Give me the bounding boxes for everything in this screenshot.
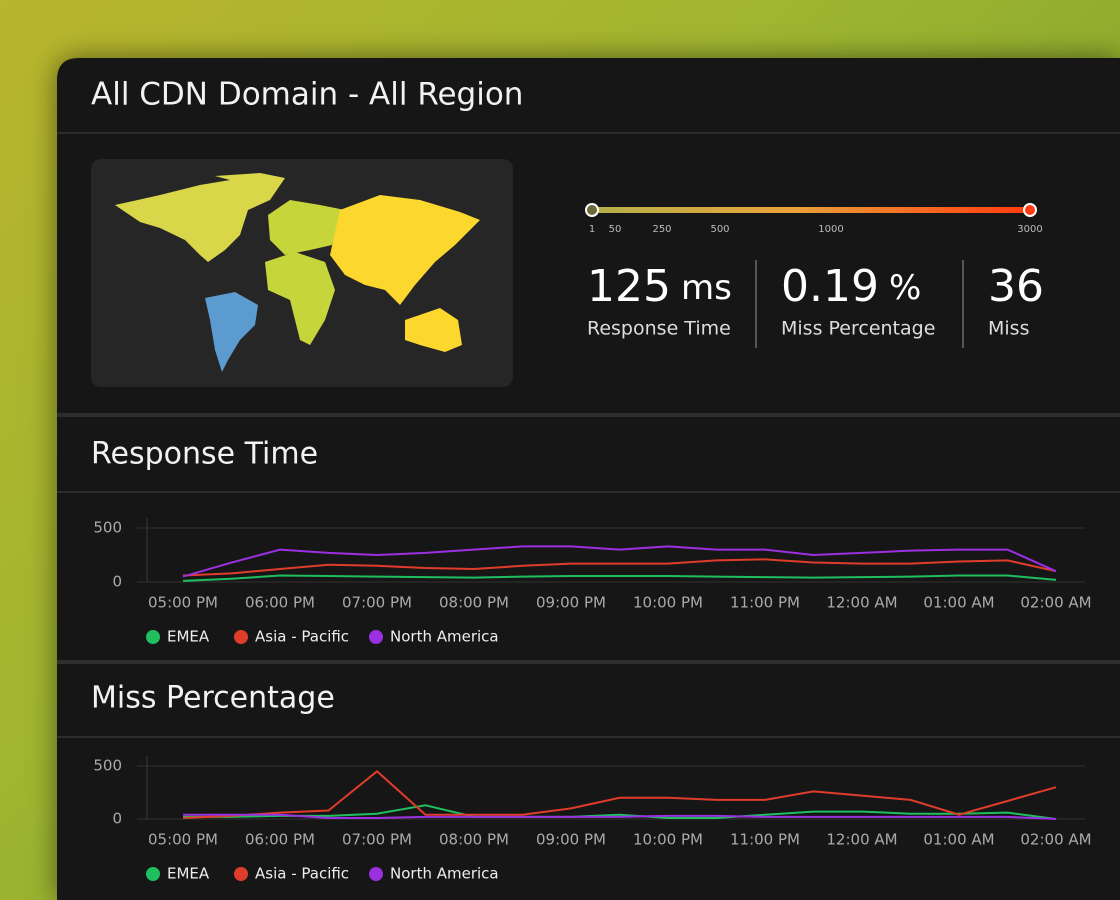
x-tick-label: 07:00 PM: [342, 831, 412, 849]
x-tick-label: 11:00 PM: [730, 831, 800, 849]
scale-tick-label: 250: [652, 224, 671, 235]
stat-label: Miss: [988, 318, 1029, 340]
x-tick-label: 08:00 PM: [439, 831, 509, 849]
x-tick-label: 02:00 AM: [1020, 831, 1091, 849]
scale-bar: [592, 207, 1030, 213]
legend-marker: [234, 867, 248, 881]
y-tick-label: 500: [93, 519, 122, 537]
legend-label: Asia - Pacific: [255, 628, 349, 646]
x-tick-label: 10:00 PM: [633, 831, 703, 849]
world-map: [115, 173, 480, 372]
x-tick-label: 05:00 PM: [148, 831, 218, 849]
chart-title: Miss Percentage: [91, 681, 335, 716]
x-tick-label: 09:00 PM: [536, 594, 606, 612]
y-tick-label: 0: [112, 573, 122, 591]
x-tick-label: 09:00 PM: [536, 831, 606, 849]
legend-marker: [369, 630, 383, 644]
x-tick-label: 06:00 PM: [245, 594, 315, 612]
scale-tick-label: 50: [609, 224, 622, 235]
asia: [330, 195, 480, 305]
legend-label: Asia - Pacific: [255, 865, 349, 883]
x-tick-label: 11:00 PM: [730, 594, 800, 612]
scale-tick-label: 1000: [818, 224, 843, 235]
legend-label: EMEA: [167, 865, 210, 883]
legend-label: North America: [390, 865, 499, 883]
legend-marker: [369, 867, 383, 881]
stat-label: Response Time: [587, 318, 731, 340]
scale-start: [585, 203, 599, 217]
stat-label: Miss Percentage: [781, 318, 935, 340]
scale-tick-label: 500: [710, 224, 729, 235]
scale-ticks: 1 50 250 500 1000 3000: [589, 224, 1043, 235]
y-tick-label: 500: [93, 757, 122, 775]
south-america: [205, 292, 258, 372]
x-tick-label: 05:00 PM: [148, 594, 218, 612]
x-tick-label: 06:00 PM: [245, 831, 315, 849]
legend-marker: [146, 630, 160, 644]
series-line: [183, 813, 1057, 820]
series-line: [182, 574, 1057, 582]
x-tick-label: 08:00 PM: [439, 594, 509, 612]
chart-title: Response Time: [91, 437, 318, 472]
series-line: [182, 545, 1057, 578]
stat-value: 36: [988, 261, 1044, 312]
scale-tick-label: 1: [589, 224, 595, 235]
x-tick-label: 12:00 AM: [826, 594, 897, 612]
x-tick-label: 07:00 PM: [342, 594, 412, 612]
x-tick-label: 01:00 AM: [923, 831, 994, 849]
series-line: [183, 804, 1057, 820]
stat-number: 36: [988, 261, 1044, 312]
legend-label: North America: [390, 628, 499, 646]
x-tick-label: 10:00 PM: [633, 594, 703, 612]
legend-marker: [234, 630, 248, 644]
stat-value: 0.19%: [781, 261, 921, 312]
series-line: [182, 769, 1057, 819]
scale-tick-label: 3000: [1017, 224, 1042, 235]
page-title: All CDN Domain - All Region: [91, 77, 523, 113]
x-tick-label: 02:00 AM: [1020, 594, 1091, 612]
africa: [265, 252, 335, 345]
x-tick-label: 01:00 AM: [923, 594, 994, 612]
legend-marker: [146, 867, 160, 881]
legend-label: EMEA: [167, 628, 210, 646]
stat-unit: ms: [681, 268, 732, 308]
stat-number: 125: [587, 261, 671, 312]
north-america: [115, 173, 285, 262]
stat-unit: %: [889, 268, 921, 308]
europe: [268, 200, 345, 255]
stat-value: 125 ms: [587, 261, 732, 312]
stats: 125 ms Response Time 0.19 % Miss Percentage 36…: [587, 260, 1044, 348]
x-tick-label: 12:00 AM: [826, 831, 897, 849]
scale-end: [1023, 203, 1037, 217]
stat-number: 0.19: [781, 261, 879, 312]
series-line: [182, 558, 1057, 577]
y-tick-label: 0: [112, 810, 122, 828]
oceania: [405, 308, 462, 352]
